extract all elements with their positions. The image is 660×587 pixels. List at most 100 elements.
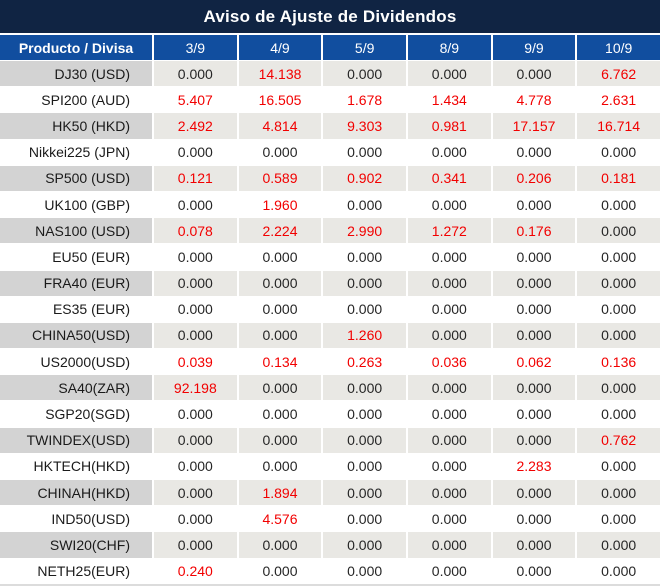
column-header-date-3: 5/9 <box>323 35 406 60</box>
value-cell: 0.000 <box>407 322 491 349</box>
table-row: ES35 (EUR) 0.000 0.000 0.000 0.000 0.000 0.000 <box>0 296 660 322</box>
value-cell: 0.000 <box>407 506 491 532</box>
table-bottom-border <box>0 583 660 586</box>
value-cell: 0.000 <box>154 191 237 218</box>
value-cell: 0.000 <box>577 558 660 584</box>
table-body: DJ30 (USD) 0.000 14.138 0.000 0.000 0.000 6.76… <box>0 61 660 584</box>
value-cell: 0.176 <box>492 218 576 244</box>
value-cell: 0.000 <box>577 401 660 427</box>
value-cell: 0.000 <box>577 296 660 322</box>
value-cell: 0.000 <box>323 139 406 165</box>
value-cell: 2.990 <box>323 218 406 244</box>
value-cell: 0.039 <box>154 349 237 375</box>
value-cell: 4.576 <box>238 506 322 532</box>
value-cell: 0.136 <box>577 349 660 375</box>
value-cell: 0.000 <box>323 191 406 218</box>
value-cell: 0.000 <box>323 296 406 322</box>
value-cell: 0.000 <box>323 61 406 87</box>
value-cell: 0.589 <box>238 165 322 191</box>
value-cell: 5.407 <box>154 87 237 113</box>
value-cell: 0.000 <box>407 558 491 584</box>
value-cell: 0.000 <box>492 61 576 87</box>
table-row: HKTECH(HKD) 0.000 0.000 0.000 0.000 2.283 0.00… <box>0 453 660 479</box>
column-header-date-1: 3/9 <box>154 35 237 60</box>
value-cell: 0.000 <box>577 244 660 270</box>
value-cell: 0.981 <box>407 113 491 139</box>
product-cell: HK50 (HKD) <box>0 113 152 139</box>
value-cell: 16.505 <box>238 87 322 113</box>
value-cell: 0.000 <box>407 296 491 322</box>
value-cell: 0.000 <box>154 506 237 532</box>
value-cell: 0.000 <box>577 322 660 349</box>
value-cell: 0.000 <box>407 401 491 427</box>
product-cell: DJ30 (USD) <box>0 61 152 87</box>
product-cell: SA40(ZAR) <box>0 375 152 401</box>
value-cell: 0.341 <box>407 165 491 191</box>
value-cell: 1.272 <box>407 218 491 244</box>
value-cell: 2.224 <box>238 218 322 244</box>
product-cell: SGP20(SGD) <box>0 401 152 427</box>
table-row: SP500 (USD) 0.121 0.589 0.902 0.341 0.206 0.18… <box>0 165 660 191</box>
value-cell: 0.000 <box>238 401 322 427</box>
value-cell: 16.714 <box>577 113 660 139</box>
value-cell: 0.000 <box>238 453 322 479</box>
table-row: EU50 (EUR) 0.000 0.000 0.000 0.000 0.000 0.000 <box>0 244 660 270</box>
value-cell: 0.000 <box>577 532 660 558</box>
value-cell: 0.000 <box>577 480 660 506</box>
value-cell: 0.000 <box>323 480 406 506</box>
value-cell: 0.206 <box>492 165 576 191</box>
value-cell: 0.000 <box>492 375 576 401</box>
value-cell: 0.000 <box>238 139 322 165</box>
value-cell: 1.894 <box>238 480 322 506</box>
value-cell: 0.000 <box>154 296 237 322</box>
value-cell: 1.960 <box>238 191 322 218</box>
value-cell: 0.000 <box>238 375 322 401</box>
value-cell: 0.000 <box>238 532 322 558</box>
value-cell: 0.000 <box>577 506 660 532</box>
table-row: CHINAH(HKD) 0.000 1.894 0.000 0.000 0.000 0.00… <box>0 480 660 506</box>
value-cell: 0.000 <box>577 453 660 479</box>
value-cell: 0.000 <box>323 558 406 584</box>
value-cell: 0.000 <box>323 270 406 296</box>
value-cell: 92.198 <box>154 375 237 401</box>
table-row: DJ30 (USD) 0.000 14.138 0.000 0.000 0.000 6.76… <box>0 61 660 87</box>
value-cell: 0.000 <box>492 401 576 427</box>
value-cell: 0.000 <box>407 453 491 479</box>
product-cell: US2000(USD) <box>0 349 152 375</box>
value-cell: 0.000 <box>323 427 406 453</box>
product-cell: TWINDEX(USD) <box>0 427 152 453</box>
value-cell: 0.000 <box>323 375 406 401</box>
value-cell: 0.000 <box>492 427 576 453</box>
value-cell: 0.000 <box>407 375 491 401</box>
value-cell: 0.062 <box>492 349 576 375</box>
value-cell: 0.000 <box>154 61 237 87</box>
value-cell: 0.000 <box>492 296 576 322</box>
value-cell: 0.000 <box>577 218 660 244</box>
column-header-date-2: 4/9 <box>238 35 322 60</box>
value-cell: 0.000 <box>238 244 322 270</box>
table-row: SA40(ZAR) 92.198 0.000 0.000 0.000 0.000 0.000 <box>0 375 660 401</box>
value-cell: 0.000 <box>238 427 322 453</box>
value-cell: 17.157 <box>492 113 576 139</box>
value-cell: 0.000 <box>154 480 237 506</box>
value-cell: 4.814 <box>238 113 322 139</box>
value-cell: 0.000 <box>323 453 406 479</box>
value-cell: 0.000 <box>323 401 406 427</box>
value-cell: 0.000 <box>238 270 322 296</box>
value-cell: 0.000 <box>154 401 237 427</box>
value-cell: 0.000 <box>407 480 491 506</box>
value-cell: 0.181 <box>577 165 660 191</box>
table-row: Nikkei225 (JPN) 0.000 0.000 0.000 0.000 0.000… <box>0 139 660 165</box>
value-cell: 0.036 <box>407 349 491 375</box>
value-cell: 0.000 <box>154 244 237 270</box>
value-cell: 0.121 <box>154 165 237 191</box>
value-cell: 0.000 <box>238 558 322 584</box>
value-cell: 0.000 <box>154 322 237 349</box>
product-cell: UK100 (GBP) <box>0 191 152 218</box>
value-cell: 0.000 <box>492 558 576 584</box>
table-row: NETH25(EUR) 0.240 0.000 0.000 0.000 0.000 0.00… <box>0 558 660 584</box>
value-cell: 0.000 <box>407 532 491 558</box>
table-row: SWI20(CHF) 0.000 0.000 0.000 0.000 0.000 0.000 <box>0 532 660 558</box>
value-cell: 9.303 <box>323 113 406 139</box>
